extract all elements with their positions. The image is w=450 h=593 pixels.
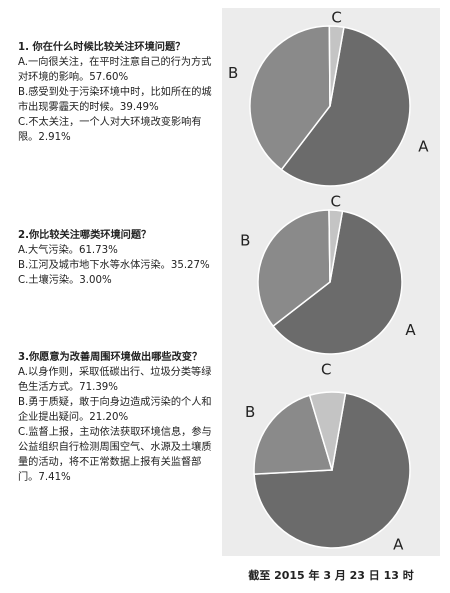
- pie-slice-b: [253, 394, 333, 475]
- pie-slice-c: [328, 25, 345, 107]
- option-b: B.勇于质疑，敢于向身边造成污染的个人和企业提出疑问。21.20%: [18, 397, 212, 423]
- pie-slice-c: [328, 209, 344, 283]
- pie-chart-1: A B C: [228, 9, 429, 187]
- question-2: 2.你比较关注哪类环境问题？ A.大气污染。61.73% B.江河及城市地下水等…: [18, 228, 218, 288]
- pie-label-c: C: [331, 9, 341, 27]
- pie-label-a: A: [405, 321, 416, 339]
- question-3: 3.你愿意为改善周围环境做出哪些改变？ A.以身作则，采取低碳出行、垃圾分类等绿…: [18, 350, 218, 485]
- pie-slice-a: [272, 210, 403, 355]
- option-b: B.江河及城市地下水等水体污染。35.27%: [18, 260, 210, 271]
- pie-label-c: C: [331, 193, 341, 211]
- question-title: 2.你比较关注哪类环境问题？: [18, 230, 152, 241]
- pie-slice-a: [280, 26, 411, 187]
- option-c: C.不太关注，一个人对大环境改变影响有限。2.91%: [18, 117, 202, 143]
- pie-label-b: B: [245, 403, 255, 421]
- pie-slice-b: [257, 209, 331, 328]
- pie-label-b: B: [240, 232, 250, 250]
- option-a: A.大气污染。61.73%: [18, 245, 118, 256]
- option-b: B.感受到处于污染环境中时，比如所在的城市出现雾霾天的时候。39.49%: [18, 87, 212, 113]
- pie-label-c: C: [321, 361, 331, 379]
- question-1: 1. 你在什么时候比较关注环境问题？ A.一向很关注，在平时注意自己的行为方式对…: [18, 40, 218, 145]
- pie-chart-2: A B C: [240, 193, 416, 355]
- question-title: 3.你愿意为改善周围环境做出哪些改变？: [18, 352, 203, 363]
- pie-slice-c: [308, 391, 347, 471]
- option-a: A.以身作则，采取低碳出行、垃圾分类等绿色生活方式。71.39%: [18, 367, 212, 393]
- pie-chart-3: A B C: [245, 361, 411, 553]
- pie-label-a: A: [393, 535, 404, 553]
- option-a: A.一向很关注，在平时注意自己的行为方式对环境的影响。57.60%: [18, 57, 212, 83]
- timestamp-note: 截至 2015 年 3 月 23 日 13 时: [248, 569, 414, 582]
- pie-label-b: B: [228, 64, 238, 82]
- option-c: C.监督上报，主动依法获取环境信息，参与公益组织自行检测周围空气、水源及土壤质量…: [18, 427, 212, 483]
- pie-slice-b: [249, 25, 331, 171]
- pie-label-a: A: [418, 138, 429, 156]
- question-title: 1. 你在什么时候比较关注环境问题？: [18, 42, 186, 53]
- option-c: C.土壤污染。3.00%: [18, 275, 112, 286]
